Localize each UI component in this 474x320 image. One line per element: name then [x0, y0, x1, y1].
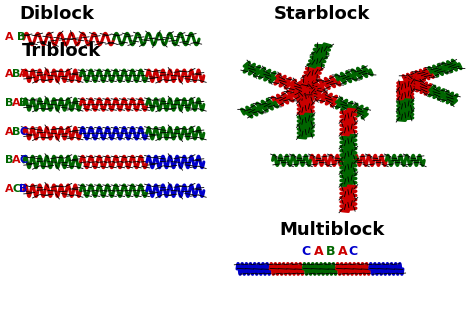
- Text: A: A: [338, 245, 347, 258]
- Text: B: B: [17, 32, 25, 43]
- Text: A: A: [5, 127, 13, 137]
- Text: C: C: [348, 245, 357, 258]
- Text: Starblock: Starblock: [274, 5, 371, 23]
- Text: C: C: [19, 127, 27, 137]
- Text: Multiblock: Multiblock: [279, 220, 384, 239]
- Text: C: C: [301, 245, 310, 258]
- Text: A: A: [5, 69, 13, 79]
- Text: Triblock: Triblock: [22, 42, 101, 60]
- Text: B: B: [5, 156, 13, 165]
- Text: A: A: [5, 32, 13, 43]
- Text: A: A: [19, 69, 28, 79]
- Text: B: B: [19, 98, 28, 108]
- Text: C: C: [12, 184, 20, 194]
- Text: B: B: [12, 127, 21, 137]
- Text: A: A: [12, 156, 21, 165]
- Text: Diblock: Diblock: [19, 5, 94, 23]
- Text: A: A: [5, 184, 13, 194]
- Text: C: C: [19, 156, 27, 165]
- Text: B: B: [5, 98, 13, 108]
- Text: B: B: [326, 245, 336, 258]
- Text: B: B: [19, 184, 28, 194]
- Text: A: A: [12, 98, 21, 108]
- Text: A: A: [314, 245, 324, 258]
- Text: B: B: [12, 69, 21, 79]
